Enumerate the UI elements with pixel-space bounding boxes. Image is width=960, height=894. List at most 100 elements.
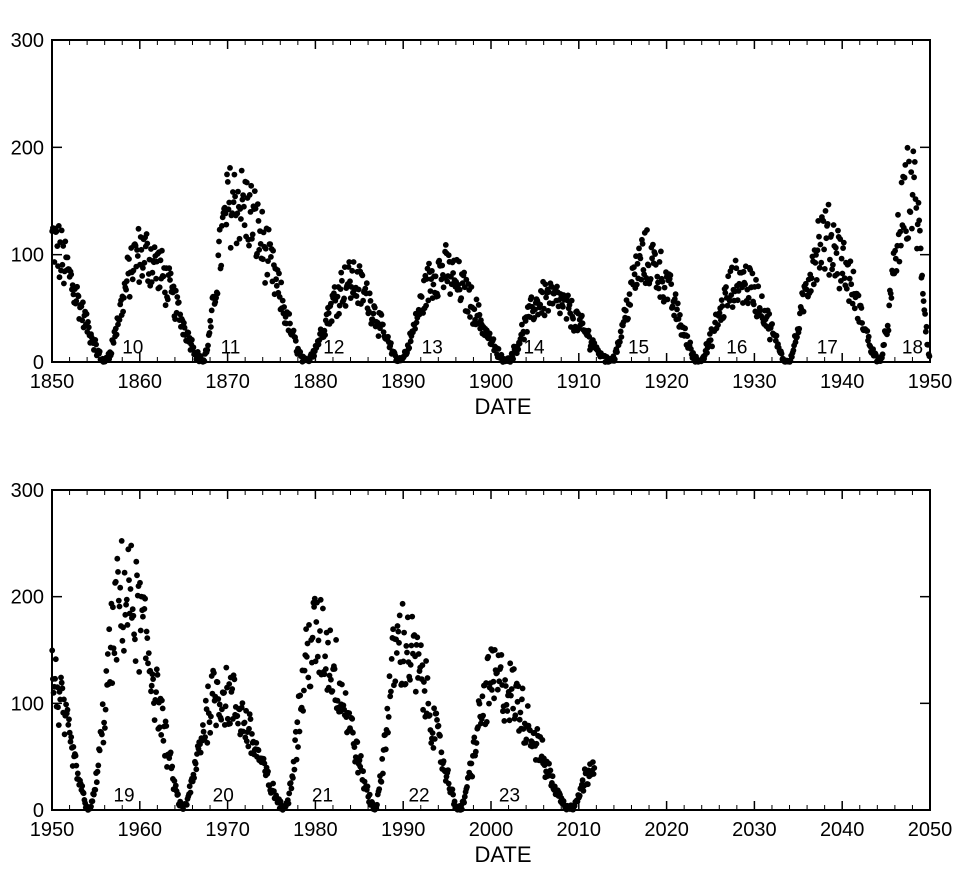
data-point [164,764,170,770]
data-point [366,290,373,297]
data-point [579,777,586,784]
data-point [379,756,386,762]
data-point [189,336,195,343]
data-point [566,302,573,308]
data-point [132,658,139,664]
data-point [407,338,414,345]
data-point [294,719,301,726]
data-point [579,320,586,327]
data-point [393,650,400,656]
x-tick-label: 2040 [820,819,865,841]
data-point [654,273,661,280]
data-point [554,283,560,290]
y-tick-label: 300 [11,30,44,52]
data-point [61,731,68,738]
data-point [163,723,170,729]
data-point [910,148,917,155]
data-point [757,307,764,314]
data-point [60,243,67,249]
data-point [816,233,822,240]
data-point [238,216,244,222]
data-point [450,791,456,798]
data-point [419,662,426,669]
data-point [208,713,214,720]
data-point [325,639,331,646]
data-point [528,294,535,301]
data-point [291,766,298,773]
data-point [227,165,233,171]
data-point [724,302,731,309]
data-point [110,645,117,652]
data-point [245,743,252,750]
data-point [136,279,143,285]
y-tick-label: 0 [33,352,44,374]
x-tick-label: 1870 [205,371,250,393]
data-point [226,681,233,687]
data-point [412,325,418,332]
chart-panel-1950-2050: 1950 1960 1970 1980 1990 2000 2010 2020 2030 2040… [11,480,953,867]
data-point [399,600,406,607]
data-point [539,289,546,296]
data-point [153,275,160,282]
data-point [218,262,225,269]
data-point [557,310,563,317]
data-point [822,208,829,214]
data-point [162,302,169,309]
data-point [226,199,233,206]
data-point [386,673,393,680]
data-point [262,280,268,286]
data-point [887,290,894,297]
data-point [840,239,847,246]
data-point [121,647,127,654]
data-point [461,269,467,276]
data-point [160,273,167,280]
data-point [55,223,62,229]
data-point [475,302,482,308]
data-point [425,297,432,304]
data-point [858,305,865,311]
data-point [265,768,271,775]
data-point [420,706,426,713]
data-point [313,619,320,625]
data-point [546,760,552,767]
data-point [669,303,676,310]
data-point [491,695,497,702]
data-point [896,258,903,265]
data-point [265,226,272,233]
data-point [88,803,94,810]
data-point [778,350,785,357]
data-point [400,658,407,665]
data-point [425,700,432,707]
data-point [826,272,833,278]
data-point [328,676,334,683]
data-point [434,717,440,723]
data-point [769,321,775,327]
data-point [247,716,254,722]
data-point [506,717,513,724]
data-point [120,624,126,631]
data-point [53,228,60,235]
data-point [834,271,841,277]
data-point [159,247,165,254]
data-point [885,327,892,334]
data-point [563,316,570,322]
data-point [923,323,930,330]
data-point [85,319,91,325]
data-point [517,709,524,716]
data-point [114,555,121,562]
cycle-number-label: 19 [113,785,134,806]
data-point [659,278,666,285]
data-point [96,747,103,754]
data-point [354,739,361,745]
data-point [172,316,179,322]
data-point [434,293,441,299]
data-point [514,698,521,705]
data-point [378,312,385,318]
data-point [718,297,725,303]
data-point [286,790,293,797]
data-point [127,586,134,592]
data-point [276,270,282,277]
data-point [431,705,437,712]
data-point [445,780,452,787]
data-point [859,320,865,326]
